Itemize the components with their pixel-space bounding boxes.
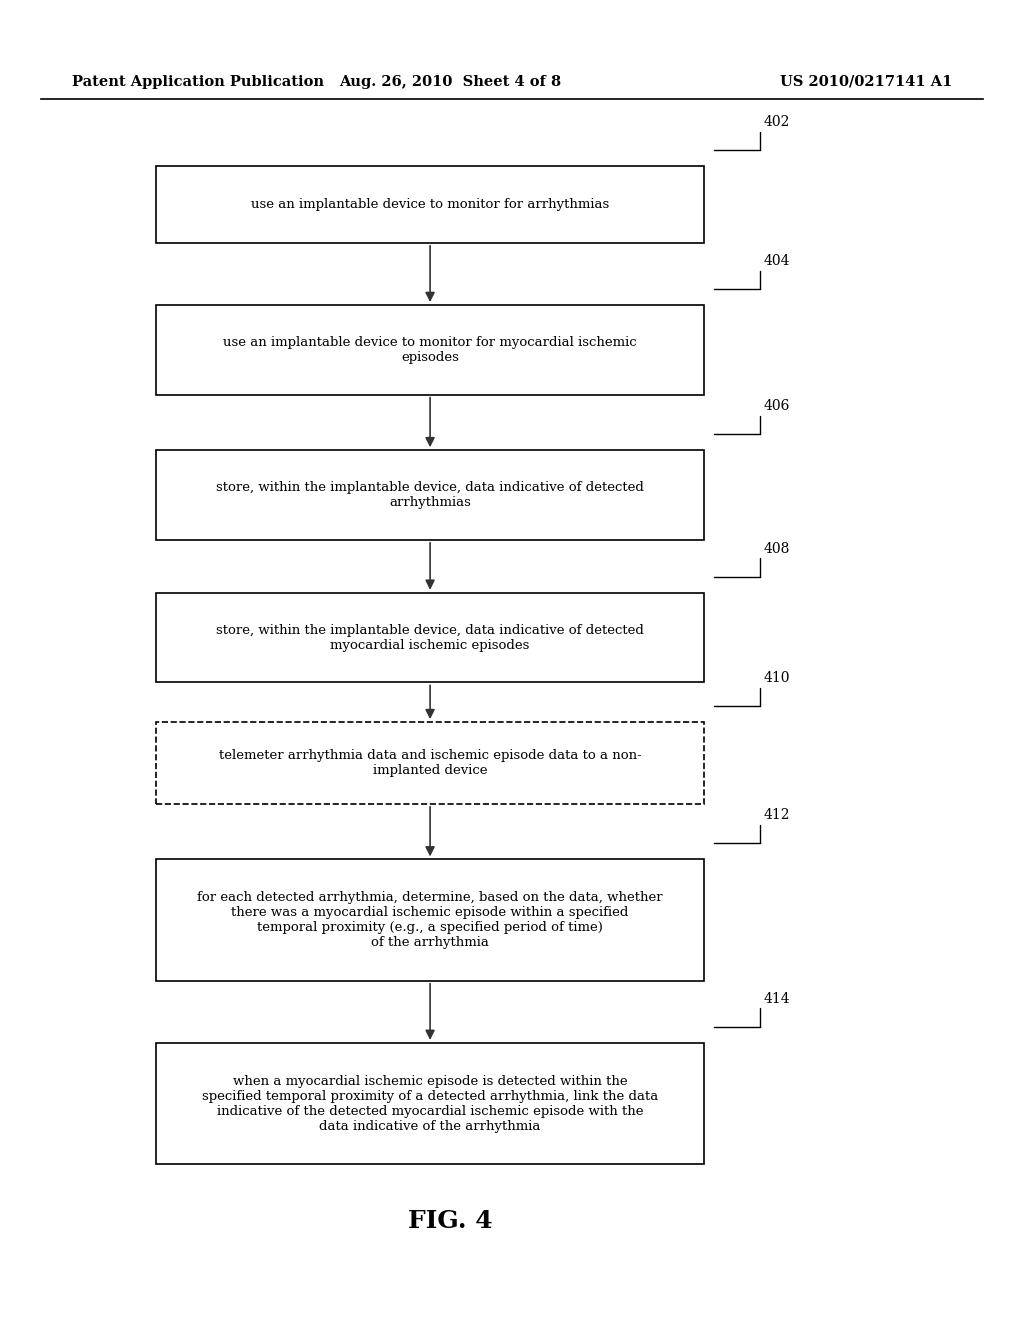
FancyBboxPatch shape (156, 722, 705, 804)
Text: 410: 410 (764, 671, 790, 685)
Text: FIG. 4: FIG. 4 (409, 1209, 493, 1233)
FancyBboxPatch shape (156, 305, 705, 395)
Text: Aug. 26, 2010  Sheet 4 of 8: Aug. 26, 2010 Sheet 4 of 8 (340, 75, 561, 88)
Text: 402: 402 (764, 115, 790, 129)
Text: 408: 408 (764, 541, 790, 556)
Text: US 2010/0217141 A1: US 2010/0217141 A1 (780, 75, 952, 88)
FancyBboxPatch shape (156, 1043, 705, 1164)
Text: 404: 404 (764, 253, 790, 268)
Text: telemeter arrhythmia data and ischemic episode data to a non-
implanted device: telemeter arrhythmia data and ischemic e… (219, 748, 641, 777)
Text: 414: 414 (764, 991, 791, 1006)
Text: 406: 406 (764, 399, 790, 413)
Text: store, within the implantable device, data indicative of detected
myocardial isc: store, within the implantable device, da… (216, 623, 644, 652)
FancyBboxPatch shape (156, 166, 705, 243)
FancyBboxPatch shape (156, 859, 705, 981)
Text: when a myocardial ischemic episode is detected within the
specified temporal pro: when a myocardial ischemic episode is de… (202, 1074, 658, 1133)
Text: store, within the implantable device, data indicative of detected
arrhythmias: store, within the implantable device, da… (216, 480, 644, 510)
Text: use an implantable device to monitor for myocardial ischemic
episodes: use an implantable device to monitor for… (223, 335, 637, 364)
Text: 412: 412 (764, 808, 790, 822)
FancyBboxPatch shape (156, 450, 705, 540)
Text: for each detected arrhythmia, determine, based on the data, whether
there was a : for each detected arrhythmia, determine,… (198, 891, 663, 949)
Text: Patent Application Publication: Patent Application Publication (72, 75, 324, 88)
Text: use an implantable device to monitor for arrhythmias: use an implantable device to monitor for… (251, 198, 609, 211)
FancyBboxPatch shape (156, 593, 705, 682)
